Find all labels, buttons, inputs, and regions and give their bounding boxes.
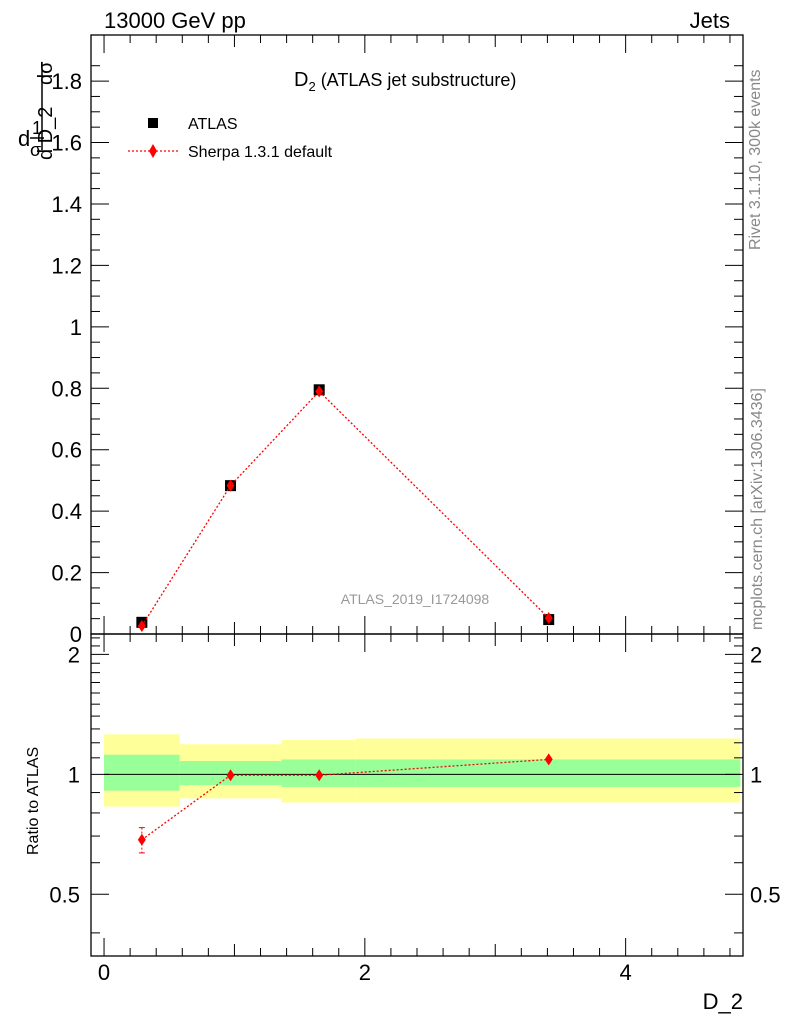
stat-band-bin [104, 754, 180, 791]
x-tick-label: 0 [98, 960, 110, 985]
title-sub: 2 [308, 79, 315, 94]
sherpa-point [137, 620, 146, 633]
ylabel-one: 1 [32, 118, 42, 138]
ratio-point [137, 833, 146, 846]
legend-atlas-marker [148, 118, 158, 128]
ratio-point [315, 769, 324, 782]
ratio-tick-label: 0.5 [49, 882, 80, 907]
ylabel-d: d [18, 126, 30, 151]
x-tick-label: 4 [620, 960, 632, 985]
y-tick-label: 1 [70, 315, 82, 340]
y-tick-label: 0.4 [51, 499, 82, 524]
y-tick-label: 1.6 [51, 131, 82, 156]
y-tick-label: 0.8 [51, 376, 82, 401]
ratio-point [226, 769, 235, 782]
sherpa-point [226, 479, 235, 492]
source-label: mcplots.cern.ch [arXiv:1306.3436] [749, 388, 766, 630]
y-tick-label: 1.8 [51, 69, 82, 94]
ratio-tick-label: 1 [68, 762, 80, 787]
rivet-label: Rivet 3.1.10, 300k events [747, 69, 764, 250]
x-tick-label: 2 [359, 960, 371, 985]
y-tick-label: 0.2 [51, 561, 82, 586]
ratio-bands [104, 734, 741, 807]
y-tick-label: 1.2 [51, 253, 82, 278]
ratio-ylabel: Ratio to ATLAS [25, 747, 42, 855]
sherpa-line [141, 390, 550, 627]
title-rest: (ATLAS jet substructure) [316, 70, 517, 90]
analysis-tag: ATLAS_2019_I1724098 [341, 591, 490, 607]
ratio-tick-label-right: 1 [750, 762, 762, 787]
ylabel-dsigma: dσ [35, 61, 57, 85]
y-tick-label: 0.6 [51, 438, 82, 463]
header-right: Jets [690, 8, 730, 33]
main-ylabel: d 1 σ dσ d D_2 [18, 61, 57, 160]
legend-sherpa-marker [149, 144, 157, 158]
legend-atlas-label: ATLAS [188, 116, 238, 133]
legend-sherpa-label: Sherpa 1.3.1 default [188, 144, 333, 161]
sherpa-point [315, 385, 324, 398]
header-left: 13000 GeV pp [104, 8, 246, 33]
y-tick-label: 1.4 [51, 192, 82, 217]
chart-marks [136, 384, 555, 854]
title-main: D [294, 69, 308, 91]
ratio-point [544, 753, 553, 766]
ratio-tick-label: 2 [68, 642, 80, 667]
axes: 00.20.40.60.811.21.41.61.80.5 0.51 12 20 2 4 [49, 34, 781, 985]
sherpa-point [544, 612, 553, 625]
legend: ATLAS Sherpa 1.3.1 default [128, 116, 333, 161]
ylabel-dd2: d D_2 [35, 107, 57, 160]
y-tick-label: 0 [70, 622, 82, 647]
ratio-line [141, 758, 549, 841]
ratio-tick-label-right: 2 [750, 642, 762, 667]
ratio-tick-label-right: 0.5 [750, 882, 781, 907]
ylabel-sigma: σ [30, 140, 41, 160]
x-axis-label: D_2 [703, 989, 743, 1014]
chart-title: D2 (ATLAS jet substructure) [294, 69, 516, 94]
